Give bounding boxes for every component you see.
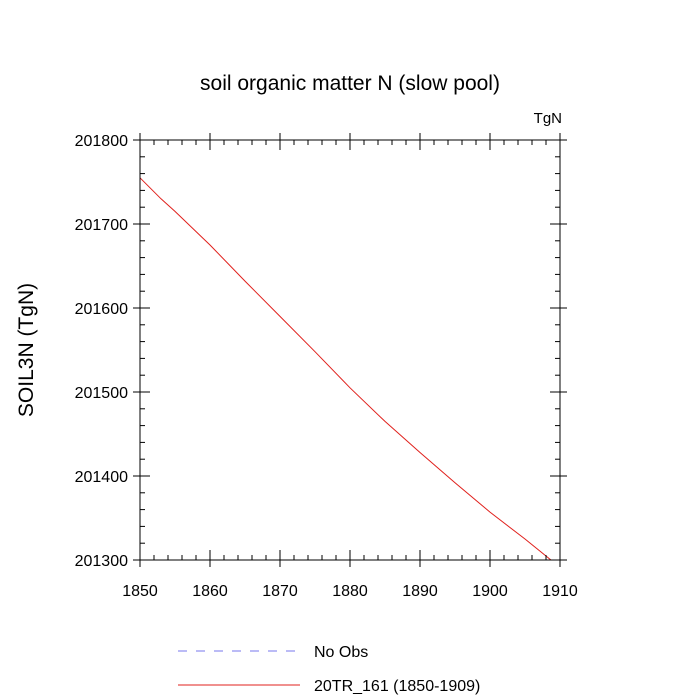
- legend-label-0: No Obs: [314, 644, 368, 661]
- y-axis-label: SOIL3N (TgN): [15, 283, 38, 417]
- x-tick-label: 1910: [542, 583, 578, 600]
- y-tick-label: 201500: [75, 385, 128, 402]
- y-tick-label: 201300: [75, 553, 128, 570]
- x-tick-label: 1900: [472, 583, 508, 600]
- axis-ticks: [133, 133, 567, 567]
- x-tick-label: 1890: [402, 583, 438, 600]
- x-tick-label: 1860: [192, 583, 228, 600]
- y-tick-label: 201600: [75, 301, 128, 318]
- y-tick-label: 201400: [75, 469, 128, 486]
- y-tick-label: 201700: [75, 217, 128, 234]
- x-tick-labels: 1850 1860 1870 1880 1890 1900 1910: [122, 583, 578, 600]
- x-tick-label: 1850: [122, 583, 158, 600]
- legend: No Obs 20TR_161 (1850-1909): [178, 644, 480, 695]
- legend-label-1: 20TR_161 (1850-1909): [314, 678, 480, 695]
- y-tick-label: 201800: [75, 133, 128, 150]
- chart-title: soil organic matter N (slow pool): [200, 72, 500, 95]
- plot-frame: [139, 139, 561, 561]
- x-tick-label: 1880: [332, 583, 368, 600]
- series-line-1: [140, 177, 552, 560]
- y-tick-labels: 201300 201400 201500 201600 201700 201800: [75, 133, 128, 570]
- units-label: TgN: [534, 110, 562, 127]
- x-tick-label: 1870: [262, 583, 298, 600]
- plot-lines: [140, 177, 552, 560]
